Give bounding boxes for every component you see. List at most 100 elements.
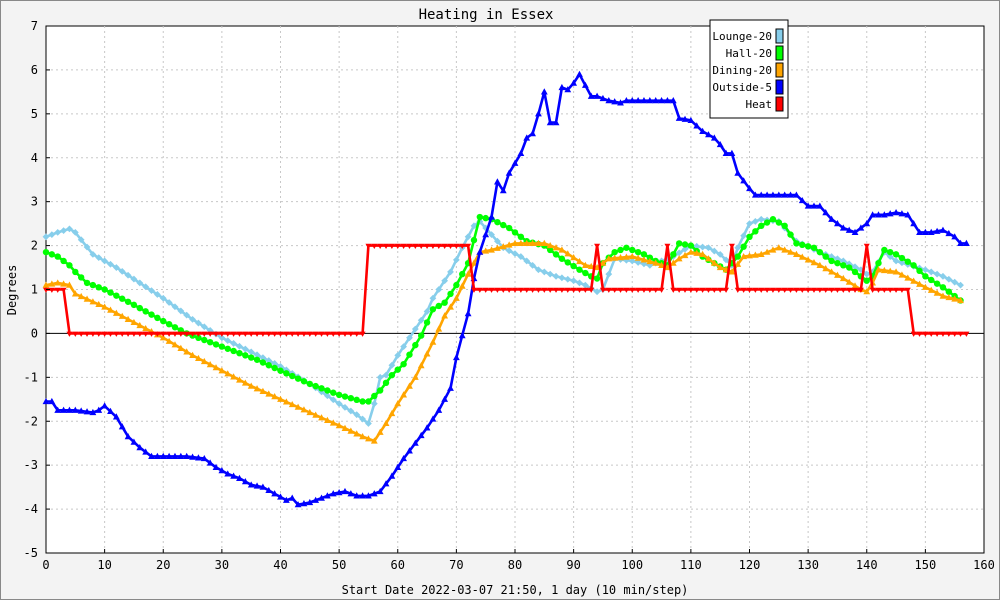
data-point: [54, 253, 61, 260]
data-point: [904, 274, 912, 281]
data-point: [717, 287, 724, 293]
data-point: [365, 243, 372, 249]
data-point: [324, 492, 331, 499]
data-point: [212, 341, 220, 348]
data-point: [42, 397, 50, 405]
data-point: [312, 331, 319, 337]
data-point: [423, 350, 431, 357]
data-point: [452, 353, 460, 361]
data-point: [294, 501, 302, 508]
data-point: [553, 287, 560, 293]
data-point: [189, 351, 196, 358]
data-point: [177, 344, 185, 351]
data-point: [892, 257, 900, 265]
data-point: [839, 274, 847, 282]
data-point: [681, 241, 689, 248]
data-point: [804, 243, 812, 250]
data-point: [957, 239, 964, 246]
data-point: [951, 233, 959, 240]
data-point: [910, 277, 918, 284]
data-point: [822, 253, 829, 260]
data-point: [740, 232, 748, 240]
data-point: [83, 408, 91, 415]
data-point: [494, 218, 501, 226]
x-tick-label: 120: [739, 558, 761, 572]
data-point: [658, 261, 665, 268]
data-point: [494, 178, 501, 185]
data-point: [383, 243, 390, 249]
data-point: [306, 380, 314, 388]
x-tick-label: 160: [973, 558, 995, 572]
data-point: [851, 268, 859, 276]
data-point: [253, 351, 261, 359]
data-point: [593, 92, 601, 99]
data-point: [435, 406, 443, 413]
data-point: [283, 331, 290, 337]
data-point: [112, 264, 120, 271]
data-point: [793, 250, 800, 257]
data-point: [136, 444, 144, 451]
data-point: [370, 400, 378, 408]
legend-swatch-hall-20: [775, 45, 784, 61]
data-point: [224, 470, 232, 477]
series-dining-20: [42, 239, 964, 444]
data-point: [335, 391, 343, 399]
data-point: [687, 116, 695, 124]
data-point: [723, 287, 730, 293]
data-point: [183, 348, 191, 355]
data-point: [540, 88, 548, 95]
data-point: [130, 438, 138, 445]
data-point: [306, 498, 314, 506]
data-point: [752, 287, 759, 293]
data-point: [916, 267, 923, 275]
data-point: [540, 239, 548, 246]
data-point: [893, 287, 900, 293]
data-point: [101, 402, 109, 409]
data-point: [300, 406, 308, 413]
data-point: [78, 331, 85, 337]
data-point: [241, 345, 249, 353]
data-point: [406, 351, 413, 358]
data-point: [822, 265, 830, 272]
data-point: [382, 419, 390, 427]
data-point: [271, 360, 279, 367]
data-point: [458, 332, 466, 339]
data-point: [423, 424, 431, 431]
data-point: [488, 287, 495, 293]
data-point: [957, 296, 964, 304]
data-point: [933, 280, 941, 287]
data-point: [230, 340, 237, 347]
data-point: [564, 250, 572, 257]
data-point: [617, 99, 624, 106]
data-point: [593, 288, 601, 296]
y-tick-label: -3: [24, 458, 38, 472]
data-point: [300, 378, 308, 385]
data-point: [218, 467, 226, 474]
legend: Lounge-20 Hall-20 Dining-20 Outside-5 Heat: [709, 19, 789, 119]
data-point: [769, 216, 777, 223]
data-point: [72, 268, 79, 276]
data-point: [218, 343, 226, 350]
data-point: [236, 474, 243, 481]
data-point: [787, 231, 794, 238]
data-point: [646, 257, 654, 265]
x-tick-label: 90: [566, 558, 580, 572]
data-point: [511, 159, 519, 166]
series-outside-5: [42, 70, 970, 508]
data-point: [851, 282, 859, 289]
data-point: [441, 312, 449, 319]
data-point: [945, 331, 952, 337]
data-point: [60, 287, 67, 293]
data-point: [429, 306, 437, 313]
data-point: [201, 331, 208, 337]
data-point: [107, 260, 114, 268]
data-point: [353, 411, 361, 419]
data-point: [171, 303, 179, 311]
data-point: [136, 279, 144, 287]
data-point: [781, 222, 788, 230]
data-point: [576, 70, 583, 77]
data-point: [388, 409, 396, 417]
data-point: [230, 373, 237, 380]
